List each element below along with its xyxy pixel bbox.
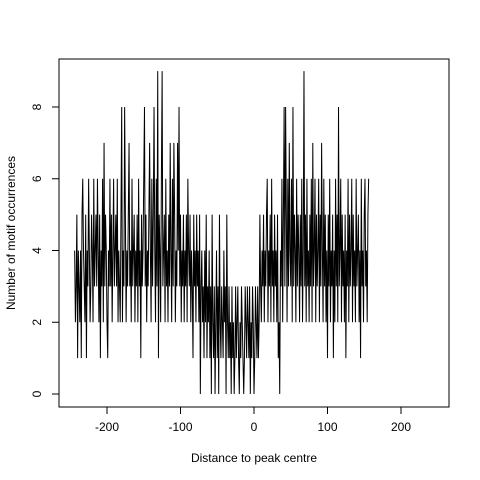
- x-tick-label: 0: [251, 420, 258, 434]
- series-line: [74, 71, 370, 395]
- y-tick-label: 0: [30, 390, 44, 397]
- x-tick-label: 100: [317, 420, 337, 434]
- x-tick-label: -100: [168, 420, 192, 434]
- series-group: [74, 71, 370, 395]
- y-tick-label: 2: [30, 319, 44, 326]
- y-tick-label: 6: [30, 175, 44, 182]
- x-tick-label: 200: [391, 420, 411, 434]
- plot-frame: [58, 58, 450, 408]
- x-axis-title: Distance to peak centre: [191, 451, 317, 465]
- y-axis-title: Number of motif occurrences: [4, 156, 18, 310]
- x-tick-label: -200: [95, 420, 119, 434]
- axis-ticks: -200 -100 0 100 200 0 2 4 6 8: [30, 103, 411, 434]
- y-tick-label: 4: [30, 247, 44, 254]
- y-tick-label: 8: [30, 103, 44, 110]
